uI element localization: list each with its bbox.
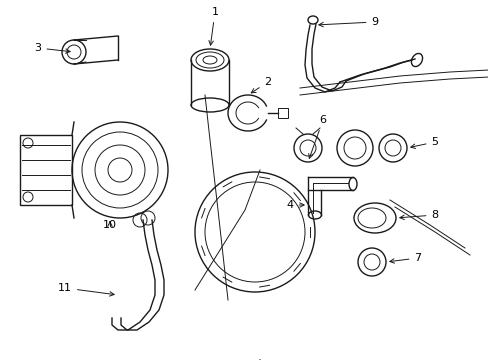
Text: 2: 2 xyxy=(251,77,271,93)
Text: 5: 5 xyxy=(410,137,438,148)
Bar xyxy=(278,108,287,118)
Text: 7: 7 xyxy=(389,253,421,263)
Text: 10: 10 xyxy=(103,220,117,230)
Bar xyxy=(20,135,72,205)
Text: 9: 9 xyxy=(318,17,378,27)
Text: 4: 4 xyxy=(286,200,304,210)
Text: 3: 3 xyxy=(35,43,70,53)
Text: 11: 11 xyxy=(58,283,114,296)
Text: 1: 1 xyxy=(208,7,218,45)
Text: 6: 6 xyxy=(308,115,326,158)
Text: 8: 8 xyxy=(399,210,438,220)
